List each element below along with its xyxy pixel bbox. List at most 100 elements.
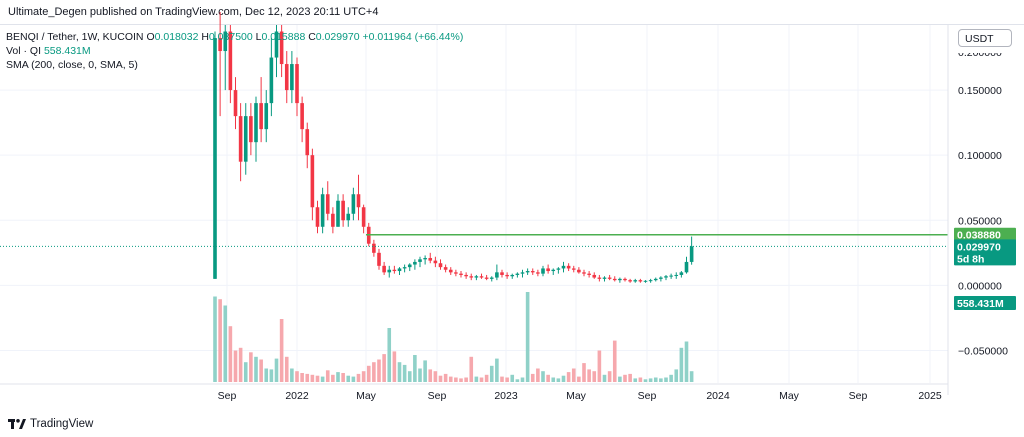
volume-bar xyxy=(331,374,335,382)
time-tick-label: Sep xyxy=(428,390,447,402)
candle-body xyxy=(479,276,484,278)
candle-body xyxy=(469,276,474,278)
volume-bar xyxy=(259,359,263,382)
candle-body xyxy=(238,116,243,162)
volume-bar xyxy=(443,373,448,382)
candle-body xyxy=(684,261,689,273)
volume-bar xyxy=(382,354,386,382)
volume-bar xyxy=(346,375,351,382)
volume-bar xyxy=(407,371,412,382)
candle-body xyxy=(551,269,556,272)
volume-bar xyxy=(623,374,627,382)
volume-bar xyxy=(413,355,417,382)
volume-bar xyxy=(505,377,509,382)
volume-bar xyxy=(500,376,504,382)
volume-bar xyxy=(536,368,540,382)
last-price-label-text: 5d 8h xyxy=(957,253,984,265)
time-tick-label: 2025 xyxy=(918,390,942,402)
candle-body xyxy=(587,273,591,275)
candle-body xyxy=(653,278,658,281)
candle-body xyxy=(223,31,228,52)
candle-body xyxy=(243,116,248,162)
candle-body xyxy=(454,272,458,274)
time-tick-label: 2023 xyxy=(494,390,518,402)
volume-bar xyxy=(448,376,453,382)
low-label: L xyxy=(255,31,262,43)
time-tick-label: May xyxy=(566,390,587,402)
candle-body xyxy=(438,263,443,268)
volume-row: Vol · QI 558.431M xyxy=(6,44,463,58)
publisher-caption: Ultimate_Degen published on TradingView.… xyxy=(8,6,379,18)
volume-bar xyxy=(474,376,479,382)
candle-body xyxy=(356,194,361,208)
candle-body xyxy=(674,274,679,276)
low-value: 0.015888 xyxy=(261,31,306,43)
candle-body xyxy=(264,103,269,130)
volume-bar xyxy=(459,378,463,382)
candle-body xyxy=(254,103,258,143)
candle-body xyxy=(515,273,520,275)
volume-bar xyxy=(310,374,315,382)
candle-body xyxy=(536,272,540,274)
candle-body xyxy=(315,207,320,227)
volume-bar xyxy=(628,373,632,382)
volume-bar xyxy=(561,375,566,382)
time-tick-label: 2022 xyxy=(285,390,309,402)
volume-bar xyxy=(618,376,622,382)
volume-bar xyxy=(366,365,371,382)
candle-body xyxy=(566,265,571,269)
volume-bar xyxy=(484,374,489,382)
volume-bar xyxy=(510,374,515,382)
candle-body xyxy=(443,267,448,270)
volume-bar xyxy=(664,377,668,382)
volume-bar xyxy=(438,375,443,382)
chart-frame xyxy=(0,24,1024,415)
change-value: +0.011964 (+66.44%) xyxy=(362,31,464,43)
candle-body xyxy=(638,280,643,282)
volume-bar xyxy=(577,376,581,382)
volume-bar xyxy=(269,369,274,382)
volume-bar xyxy=(679,347,684,382)
volume-bar xyxy=(264,368,269,382)
candle-body xyxy=(643,280,648,282)
candle-body xyxy=(213,38,217,279)
candle-body xyxy=(305,129,310,156)
volume-bar xyxy=(218,299,222,382)
candle-body xyxy=(561,265,566,269)
open-label: O xyxy=(146,31,155,43)
volume-bar xyxy=(336,372,340,382)
candle-body xyxy=(397,268,402,272)
candle-body xyxy=(269,57,274,104)
sma-label: SMA (200, close, 0, SMA, 5) xyxy=(6,59,138,71)
time-tick-label: May xyxy=(779,390,800,402)
candle-body xyxy=(295,64,299,104)
volume-bar xyxy=(566,372,571,382)
volume-bar xyxy=(233,350,238,382)
candle-body xyxy=(525,271,530,273)
candle-body xyxy=(623,278,627,281)
candle-body xyxy=(474,276,479,278)
volume-bar xyxy=(571,368,576,382)
candle-body xyxy=(520,272,525,274)
currency-button[interactable]: USDT xyxy=(958,29,1012,47)
volume-bar xyxy=(213,296,217,382)
volume-bars xyxy=(213,292,694,382)
volume-bar xyxy=(546,374,550,382)
volume-bar xyxy=(428,369,433,382)
volume-bar xyxy=(433,371,438,382)
candle-body xyxy=(607,277,612,279)
high-label: H xyxy=(201,31,209,43)
volume-bar xyxy=(315,375,320,382)
sma-row: SMA (200, close, 0, SMA, 5) xyxy=(6,58,463,72)
candle-body xyxy=(428,258,433,261)
volume-bar xyxy=(541,371,545,382)
volume-bar xyxy=(669,374,673,382)
candle-body xyxy=(351,194,356,214)
ohlc-row: BENQI / Tether, 1W, KUCOIN O0.018032 H0.… xyxy=(6,30,463,44)
candle-body xyxy=(433,260,438,264)
volume-label: Vol · QI xyxy=(6,45,42,57)
volume-bar xyxy=(325,370,330,382)
candle-body xyxy=(628,280,632,282)
candle-body xyxy=(633,280,638,282)
